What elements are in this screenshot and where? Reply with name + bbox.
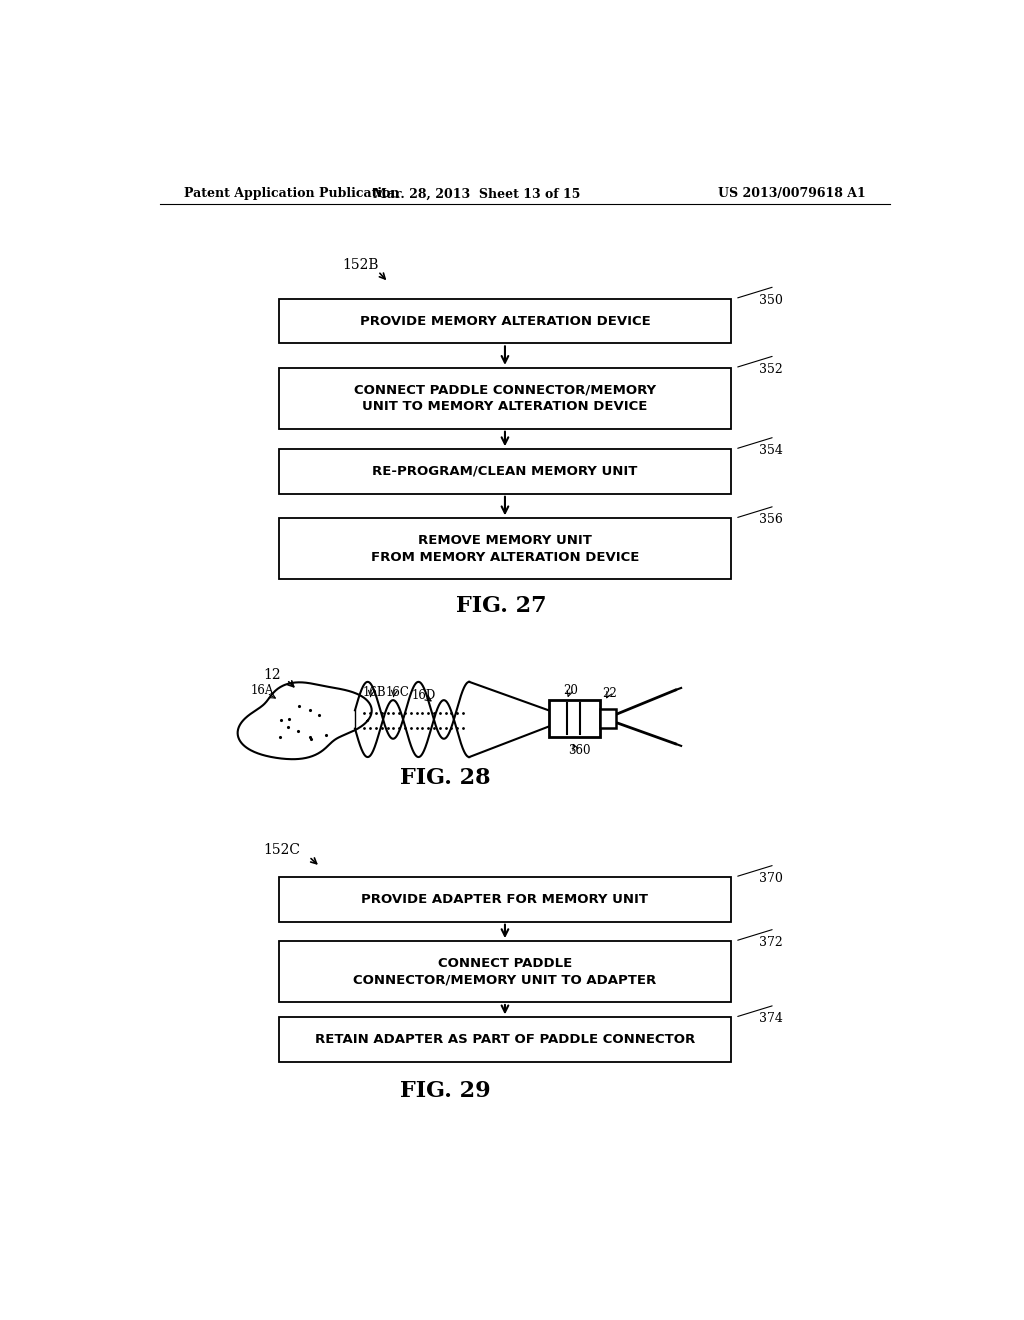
Text: 16C: 16C <box>386 685 410 698</box>
Text: REMOVE MEMORY UNIT
FROM MEMORY ALTERATION DEVICE: REMOVE MEMORY UNIT FROM MEMORY ALTERATIO… <box>371 533 639 564</box>
Text: FIG. 27: FIG. 27 <box>456 594 547 616</box>
Text: 16A: 16A <box>251 685 274 697</box>
Text: 374: 374 <box>759 1012 782 1026</box>
Text: US 2013/0079618 A1: US 2013/0079618 A1 <box>718 187 866 201</box>
Text: RE-PROGRAM/CLEAN MEMORY UNIT: RE-PROGRAM/CLEAN MEMORY UNIT <box>373 465 638 478</box>
Text: FIG. 28: FIG. 28 <box>400 767 490 789</box>
Text: 356: 356 <box>759 513 782 527</box>
Text: 12: 12 <box>263 668 281 681</box>
Text: 360: 360 <box>568 744 591 758</box>
Text: 152C: 152C <box>263 842 300 857</box>
Text: 354: 354 <box>759 444 782 457</box>
Text: FIG. 29: FIG. 29 <box>400 1081 490 1102</box>
Bar <box>279 519 731 579</box>
Text: 16D: 16D <box>412 689 436 701</box>
Text: CONNECT PADDLE CONNECTOR/MEMORY
UNIT TO MEMORY ALTERATION DEVICE: CONNECT PADDLE CONNECTOR/MEMORY UNIT TO … <box>354 383 656 413</box>
Text: 16B: 16B <box>362 685 386 698</box>
Bar <box>279 298 731 343</box>
Text: 22: 22 <box>602 686 617 700</box>
Text: 20: 20 <box>563 685 578 697</box>
Text: Mar. 28, 2013  Sheet 13 of 15: Mar. 28, 2013 Sheet 13 of 15 <box>374 187 581 201</box>
Text: 350: 350 <box>759 293 782 306</box>
Bar <box>600 709 616 727</box>
Text: PROVIDE MEMORY ALTERATION DEVICE: PROVIDE MEMORY ALTERATION DEVICE <box>359 314 650 327</box>
Text: Patent Application Publication: Patent Application Publication <box>183 187 399 201</box>
Text: RETAIN ADAPTER AS PART OF PADDLE CONNECTOR: RETAIN ADAPTER AS PART OF PADDLE CONNECT… <box>314 1034 695 1047</box>
Text: PROVIDE ADAPTER FOR MEMORY UNIT: PROVIDE ADAPTER FOR MEMORY UNIT <box>361 892 648 906</box>
Bar <box>279 941 731 1002</box>
Text: 372: 372 <box>759 936 782 949</box>
Text: 152B: 152B <box>342 259 379 272</box>
Text: 352: 352 <box>759 363 782 376</box>
Bar <box>549 700 600 737</box>
Text: CONNECT PADDLE
CONNECTOR/MEMORY UNIT TO ADAPTER: CONNECT PADDLE CONNECTOR/MEMORY UNIT TO … <box>353 957 656 986</box>
Bar <box>279 449 731 494</box>
Bar <box>279 1018 731 1063</box>
Bar <box>279 368 731 429</box>
Text: 370: 370 <box>759 873 782 884</box>
Bar <box>279 876 731 921</box>
